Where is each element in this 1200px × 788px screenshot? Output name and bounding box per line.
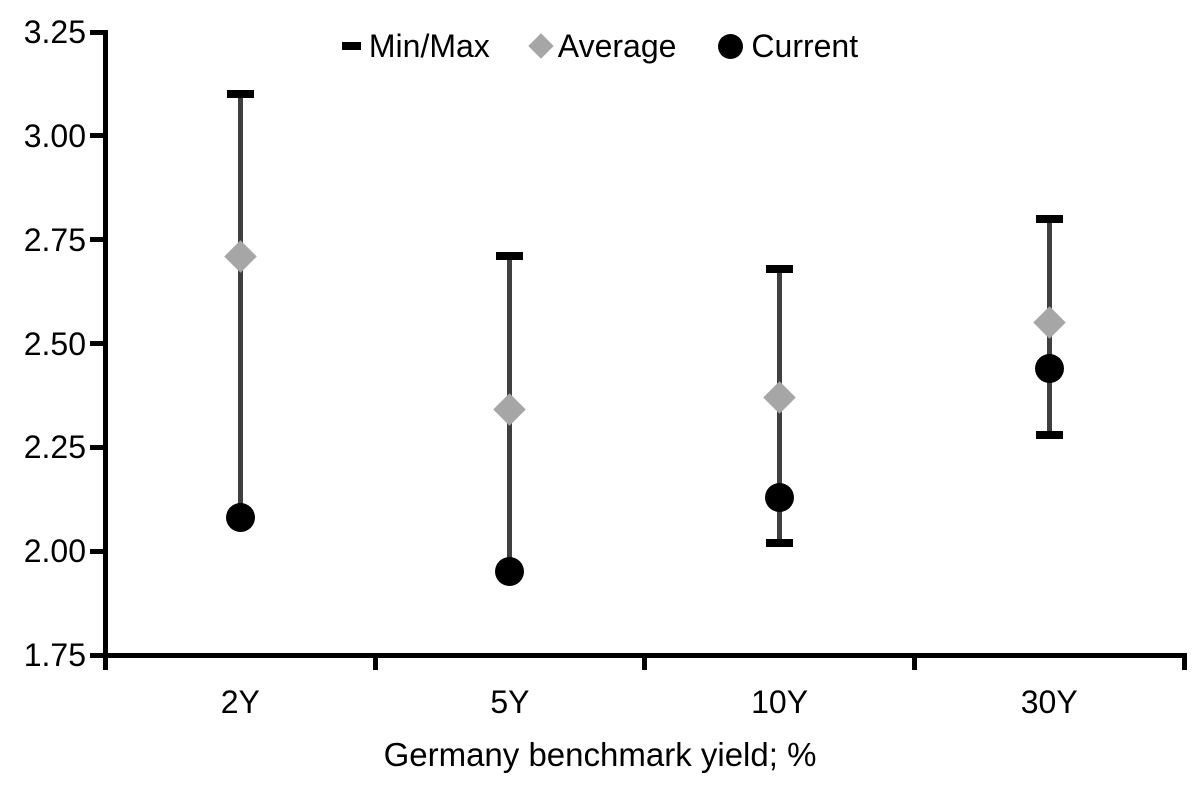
y-axis-tick <box>90 29 103 35</box>
average-marker-30Y <box>1032 306 1066 339</box>
x-axis-tick <box>372 658 378 670</box>
min-cap-10Y <box>766 538 794 547</box>
range-line-2Y <box>237 94 243 518</box>
y-tick-label: 2.50 <box>23 325 86 362</box>
y-axis-tick <box>90 133 103 139</box>
y-tick-label: 1.75 <box>23 637 86 673</box>
y-tick-label: 3.00 <box>23 117 86 154</box>
average-marker-5Y <box>493 393 527 427</box>
x-axis-tick <box>1181 658 1187 670</box>
minmax-dash-icon <box>341 42 361 50</box>
y-axis-line <box>103 30 108 658</box>
x-axis-title: Germany benchmark yield; % <box>383 736 817 773</box>
legend-item-average: Average <box>528 28 677 64</box>
max-cap-2Y <box>226 90 254 99</box>
y-axis-tick <box>90 652 103 658</box>
min-cap-30Y <box>1035 430 1063 439</box>
average-marker-10Y <box>763 381 796 414</box>
current-marker-2Y <box>225 503 255 533</box>
y-axis-tick <box>90 237 103 243</box>
legend-item-current: Current <box>718 28 858 64</box>
current-marker-5Y <box>495 557 525 587</box>
legend-label-minmax: Min/Max <box>368 28 490 64</box>
current-circle-icon <box>718 33 744 59</box>
max-cap-30Y <box>1035 214 1063 223</box>
max-cap-5Y <box>496 252 524 261</box>
max-cap-10Y <box>766 264 794 273</box>
average-marker-2Y <box>224 240 257 273</box>
x-axis-tick <box>911 658 917 670</box>
current-marker-30Y <box>1034 353 1064 383</box>
y-tick-label: 2.25 <box>23 429 86 466</box>
y-axis-tick <box>90 341 103 346</box>
legend-label-current: Current <box>751 28 859 64</box>
x-category-label: 5Y <box>490 684 530 720</box>
legend: Min/Max Average Current <box>0 26 1200 66</box>
y-tick-label: 3.25 <box>23 14 86 50</box>
y-axis-tick <box>90 548 103 554</box>
y-axis-tick <box>90 444 103 450</box>
current-marker-10Y <box>765 482 795 512</box>
y-tick-label: 2.00 <box>23 533 86 570</box>
legend-label-average: Average <box>557 28 677 64</box>
x-axis-line <box>103 653 1187 658</box>
x-axis-tick <box>642 658 648 670</box>
x-category-label: 10Y <box>751 684 809 720</box>
x-category-label: 30Y <box>1020 684 1078 720</box>
x-category-label: 2Y <box>220 684 260 720</box>
average-diamond-icon <box>528 33 554 59</box>
x-axis-tick <box>103 658 108 670</box>
y-tick-label: 2.75 <box>23 221 86 258</box>
legend-item-minmax: Min/Max <box>341 28 490 64</box>
